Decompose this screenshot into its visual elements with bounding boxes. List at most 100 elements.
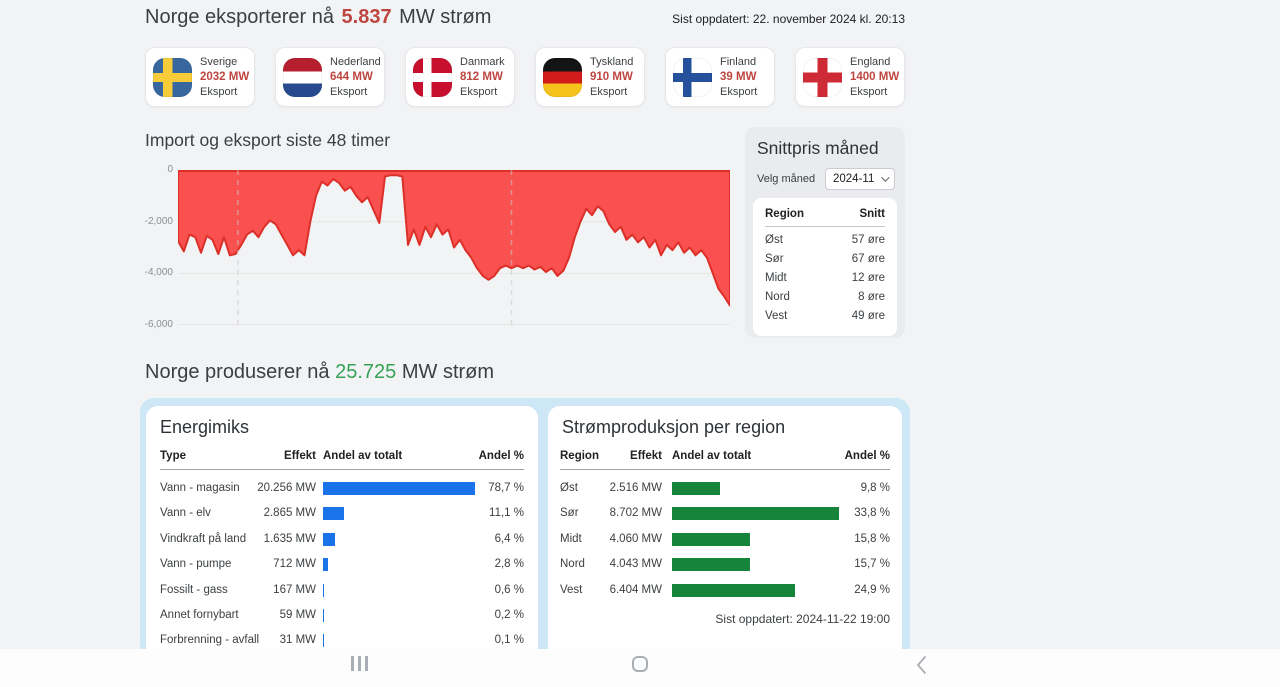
table-row: Midt 4.060 MW 15,8 %	[548, 527, 902, 552]
price-col-snitt: Snitt	[859, 208, 885, 220]
energy-bar	[323, 634, 324, 648]
energy-andel: 2,8 %	[494, 558, 524, 571]
divider	[560, 469, 890, 470]
export-value: 2032 MW	[200, 70, 250, 83]
production-title-suffix: MW strøm	[401, 361, 495, 383]
energy-bar	[323, 507, 345, 521]
region-name: Vest	[560, 583, 583, 596]
energy-effekt: 167 MW	[273, 583, 316, 596]
recents-icon[interactable]	[351, 656, 368, 671]
energy-type: Vann - pumpe	[160, 558, 232, 571]
home-icon[interactable]	[632, 656, 648, 672]
price-region: Øst	[765, 234, 783, 246]
price-row: Nord 8 øre	[765, 288, 885, 307]
y-axis-tick-2: -4,000	[144, 267, 173, 278]
denmark-flag	[413, 57, 452, 97]
y-axis-tick-3: -6,000	[144, 319, 173, 330]
region-andel: 15,7 %	[854, 558, 890, 571]
energy-effekt: 712 MW	[273, 558, 316, 571]
netherlands-flag	[283, 57, 322, 97]
export-card-info: Sverige 2032 MW Eksport	[200, 55, 249, 100]
region-andel: 15,8 %	[854, 532, 890, 545]
price-row: Sør 67 øre	[765, 250, 885, 269]
region-effekt: 8.702 MW	[609, 507, 662, 520]
price-panel-title: Snittpris måned	[757, 138, 879, 158]
export-value: 1400 MW	[850, 70, 900, 83]
avg-price-panel: Snittpris måned Velg måned 2024-11 Regio…	[745, 127, 905, 338]
region-production-title: Strømproduksjon per region	[562, 417, 786, 437]
export-value: 644 MW	[330, 70, 373, 83]
export-card-info: Nederland 644 MW Eksport	[330, 55, 381, 100]
back-icon[interactable]	[915, 654, 927, 676]
export-card-info: England 1400 MW Eksport	[850, 55, 899, 100]
country-name: Nederland	[330, 55, 381, 68]
region-col-effekt: Effekt	[630, 450, 662, 462]
export-card-info: Danmark 812 MW Eksport	[460, 55, 505, 100]
divider	[160, 469, 524, 470]
energy-type: Vindkraft på land	[160, 532, 247, 545]
y-axis-tick-0: 0	[167, 164, 173, 175]
export-value: 812 MW	[460, 70, 503, 83]
chart-area-fill	[177, 170, 731, 307]
country-name: Sverige	[200, 55, 238, 68]
energy-bar	[323, 532, 336, 546]
production-title-prefix: Norge produserer nå	[145, 361, 330, 383]
export-value: 39 MW	[720, 70, 757, 83]
export-card-sweden: Sverige 2032 MW Eksport	[145, 47, 255, 107]
region-col-region: Region	[560, 450, 599, 462]
table-row: Vann - pumpe 712 MW 2,8 %	[146, 552, 538, 577]
price-col-region: Region	[765, 208, 804, 220]
price-table: Region Snitt Øst 57 øre Sør 67 øre Midt 12 ør…	[753, 198, 897, 336]
region-col-andel-av-totalt: Andel av totalt	[672, 450, 752, 462]
country-name: Tyskland	[590, 55, 634, 68]
android-nav-bar	[0, 649, 1280, 687]
region-andel: 9,8 %	[860, 482, 890, 494]
export-card-netherlands: Nederland 644 MW Eksport	[275, 47, 385, 107]
chart-title: Import og eksport siste 48 timer	[145, 130, 391, 150]
production-total-value: 25.725	[335, 361, 397, 383]
export-label: Eksport	[590, 85, 628, 98]
price-value: 49 øre	[851, 310, 885, 322]
table-row: Sør 8.702 MW 33,8 %	[548, 501, 902, 526]
table-row: Nord 4.043 MW 15,7 %	[548, 552, 902, 577]
energy-bar	[323, 608, 324, 622]
export-title-suffix: MW strøm	[399, 6, 492, 28]
energy-andel: 0,6 %	[494, 583, 524, 596]
table-row: Forbrenning - avfall 31 MW 0,1 %	[146, 628, 538, 653]
country-name: Danmark	[460, 55, 505, 68]
energy-col-type: Type	[160, 450, 186, 462]
country-name: Finland	[720, 55, 757, 68]
month-select[interactable]: 2024-11	[825, 168, 895, 190]
region-col-andel-pct: Andel %	[844, 450, 890, 462]
region-effekt: 6.404 MW	[609, 583, 662, 596]
energy-effekt: 20.256 MW	[257, 482, 316, 494]
export-card-germany: Tyskland 910 MW Eksport	[535, 47, 645, 107]
energy-andel: 78,7 %	[488, 482, 524, 494]
last-updated-text: Sist oppdatert: 22. november 2024 kl. 20…	[672, 12, 905, 26]
energy-type: Vann - elv	[160, 507, 211, 520]
price-value: 67 øre	[851, 253, 885, 265]
price-region: Midt	[765, 272, 787, 284]
region-andel: 33,8 %	[854, 507, 890, 520]
region-bar	[672, 482, 721, 495]
energy-type: Vann - magasin	[160, 482, 240, 494]
energy-bar	[323, 558, 329, 572]
area-chart-svg	[177, 169, 731, 325]
export-card-info: Finland 39 MW Eksport	[720, 55, 757, 100]
export-total-value: 5.837	[341, 6, 392, 28]
export-label: Eksport	[330, 85, 368, 98]
england-flag	[803, 57, 842, 97]
export-card-denmark: Danmark 812 MW Eksport	[405, 47, 515, 107]
energy-effekt: 1.635 MW	[263, 532, 316, 545]
energy-andel: 0,2 %	[494, 608, 524, 621]
country-name: England	[850, 55, 891, 68]
price-value: 8 øre	[858, 291, 885, 303]
energy-effekt: 31 MW	[279, 634, 316, 647]
region-production-card: Strømproduksjon per region Region Effekt…	[548, 406, 902, 658]
export-card-england: England 1400 MW Eksport	[795, 47, 905, 107]
export-cards-row: Sverige 2032 MW Eksport Nederland 644 MW Eksp…	[145, 47, 905, 107]
region-effekt: 4.043 MW	[609, 558, 662, 571]
region-bar	[672, 558, 750, 572]
price-value: 57 øre	[851, 234, 885, 246]
energy-type: Annet fornybart	[160, 608, 239, 621]
